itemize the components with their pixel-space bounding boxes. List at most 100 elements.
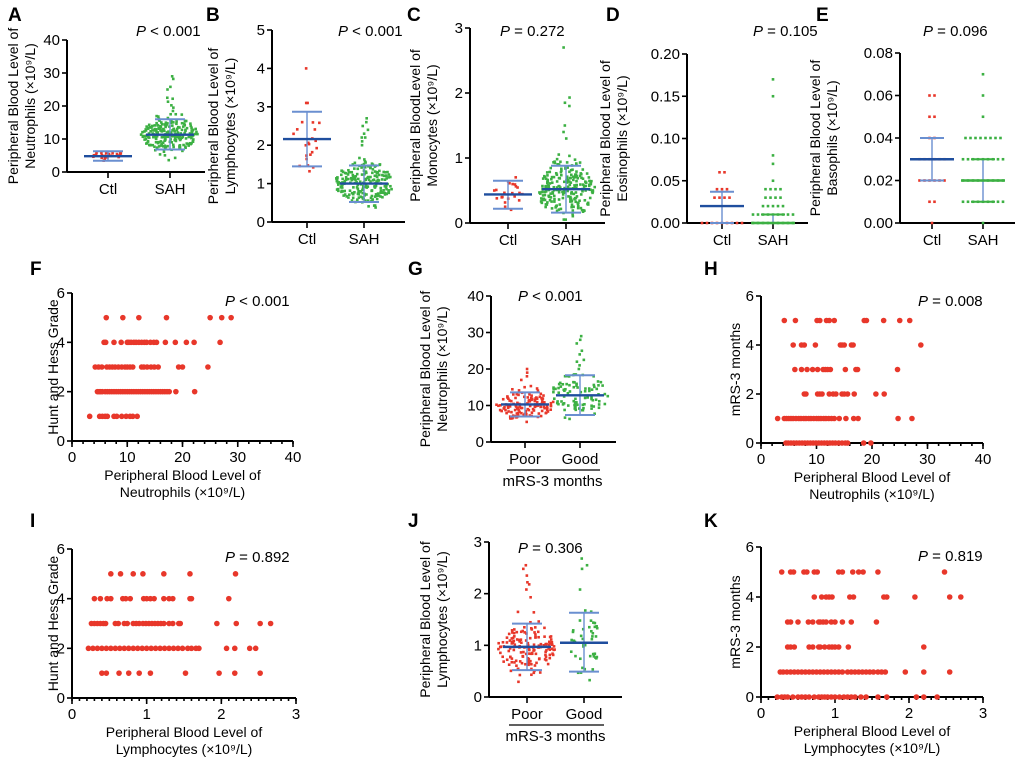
data-point	[355, 172, 359, 176]
data-point	[581, 627, 585, 631]
data-point	[311, 166, 315, 169]
data-point	[151, 364, 158, 370]
data-point	[921, 694, 927, 700]
data-point	[136, 670, 142, 676]
y-tick-label: 0	[57, 433, 65, 450]
data-point	[364, 199, 367, 202]
data-point	[159, 129, 162, 132]
data-point	[533, 631, 536, 634]
data-point	[384, 184, 388, 188]
data-point	[124, 620, 131, 627]
y-tick-label: 0.04	[864, 130, 893, 147]
data-point	[542, 644, 546, 647]
data-point	[373, 186, 377, 189]
data-point	[540, 409, 544, 413]
data-point	[104, 152, 108, 155]
data-point	[143, 645, 150, 652]
data-point	[860, 440, 867, 446]
data-point	[99, 364, 105, 370]
data-point	[583, 389, 587, 393]
data-point	[854, 366, 861, 373]
data-point	[552, 387, 555, 391]
data-point	[149, 130, 152, 133]
data-point	[574, 408, 578, 412]
data-point	[537, 635, 540, 639]
x-axis-label: Lymphocytes (×10⁹/L)	[116, 741, 253, 757]
data-point	[549, 635, 553, 638]
data-point	[855, 569, 862, 575]
data-point	[811, 694, 818, 700]
data-point	[578, 619, 582, 622]
data-point	[560, 167, 563, 171]
data-point	[194, 132, 197, 136]
data-point	[336, 183, 340, 186]
data-point	[572, 192, 576, 196]
data-point	[574, 654, 577, 658]
data-point	[543, 401, 546, 404]
data-point	[552, 175, 556, 179]
data-point	[517, 389, 521, 392]
data-point	[570, 192, 573, 195]
data-point	[539, 197, 543, 200]
data-point	[873, 391, 879, 397]
data-point	[377, 194, 381, 197]
data-point	[343, 171, 347, 175]
y-tick-label: 2	[746, 639, 754, 656]
data-point	[776, 204, 780, 208]
data-point	[125, 670, 132, 676]
data-point	[187, 571, 193, 577]
data-point	[574, 173, 578, 176]
data-point	[169, 85, 172, 89]
data-point	[505, 658, 509, 662]
data-point	[367, 178, 371, 182]
data-point	[532, 409, 536, 412]
data-point	[549, 408, 553, 411]
y-tick-label: 0.06	[864, 88, 893, 105]
data-point	[579, 183, 582, 186]
data-point	[574, 405, 577, 409]
x-tick-label: 0	[68, 706, 76, 723]
data-point	[555, 204, 558, 207]
y-tick-label: 0.15	[651, 88, 680, 105]
data-point	[540, 201, 544, 205]
y-axis-label: Peripheral Blood Level of	[597, 60, 613, 217]
data-point	[196, 645, 202, 652]
x-category-label: Good	[562, 451, 599, 468]
data-point	[513, 628, 516, 631]
data-point	[542, 394, 545, 397]
x-tick-label: 3	[979, 705, 987, 722]
data-point	[371, 168, 375, 171]
data-point	[573, 196, 577, 200]
data-point	[353, 191, 356, 194]
data-point	[157, 126, 160, 130]
data-point	[832, 694, 838, 700]
data-point	[551, 652, 554, 655]
data-point	[510, 637, 514, 640]
data-point	[353, 161, 357, 165]
data-point	[366, 185, 370, 188]
data-point	[313, 128, 317, 131]
data-point	[190, 136, 193, 140]
data-point	[572, 176, 576, 179]
data-point	[571, 209, 575, 212]
x-category-label: Ctl	[923, 232, 941, 249]
data-point	[566, 177, 569, 180]
data-point	[354, 175, 358, 178]
data-point	[507, 632, 511, 636]
y-axis-label: mRS-3 months	[727, 575, 743, 668]
panel-letter: C	[407, 5, 421, 26]
data-point	[163, 314, 170, 321]
data-point	[530, 667, 533, 671]
data-point	[160, 142, 164, 146]
data-point	[557, 176, 561, 180]
data-point	[517, 638, 521, 642]
data-point	[383, 193, 387, 196]
data-point	[863, 694, 869, 700]
data-point	[361, 191, 364, 195]
data-point	[536, 404, 540, 407]
y-axis-label: Eosinophils (×10⁹/L)	[614, 75, 630, 201]
data-point	[526, 581, 529, 584]
data-point	[179, 132, 183, 135]
data-point	[145, 141, 149, 145]
data-point	[550, 647, 554, 651]
